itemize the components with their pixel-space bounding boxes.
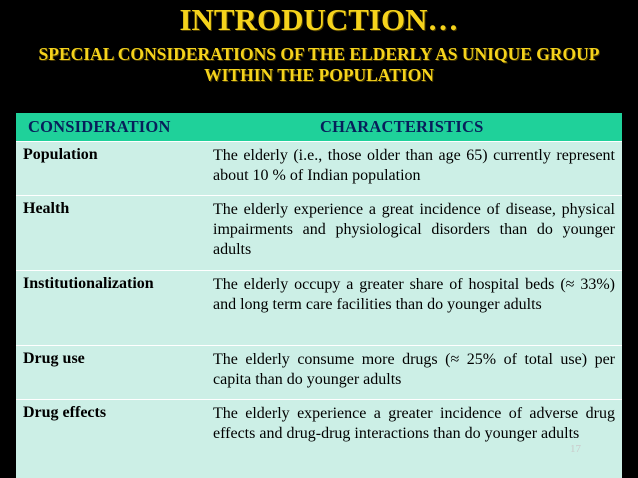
header-characteristics: CHARACTERISTICS [320,117,484,136]
row-consideration: Health [23,200,70,217]
page-number: 17 [570,443,581,455]
row-characteristics: The elderly experience a greater inciden… [213,405,615,442]
row-characteristics: The elderly consume more drugs (≈ 25% of… [213,351,615,388]
table-row: Health The elderly experience a great in… [16,195,622,264]
table-header-row: CONSIDERATION CHARACTERISTICS [16,113,622,141]
table-row: Drug use The elderly consume more drugs … [16,345,622,394]
table-row: Institutionalization The elderly occupy … [16,270,622,339]
table-row: Drug effects The elderly experience a gr… [16,399,622,478]
row-characteristics: The elderly (i.e., those older than age … [213,147,615,184]
row-consideration: Institutionalization [23,275,154,292]
slide-title: INTRODUCTION… [179,2,459,37]
table-row: Population The elderly (i.e., those olde… [16,141,622,190]
header-consideration: CONSIDERATION [28,117,171,136]
row-consideration: Drug use [23,350,85,367]
considerations-table: CONSIDERATION CHARACTERISTICS Population… [16,113,622,478]
slide-subtitle: SPECIAL CONSIDERATIONS OF THE ELDERLY AS… [38,44,600,85]
row-characteristics: The elderly experience a great incidence… [213,201,615,258]
row-consideration: Drug effects [23,404,107,421]
row-characteristics: The elderly occupy a greater share of ho… [213,276,615,313]
row-consideration: Population [23,146,98,163]
